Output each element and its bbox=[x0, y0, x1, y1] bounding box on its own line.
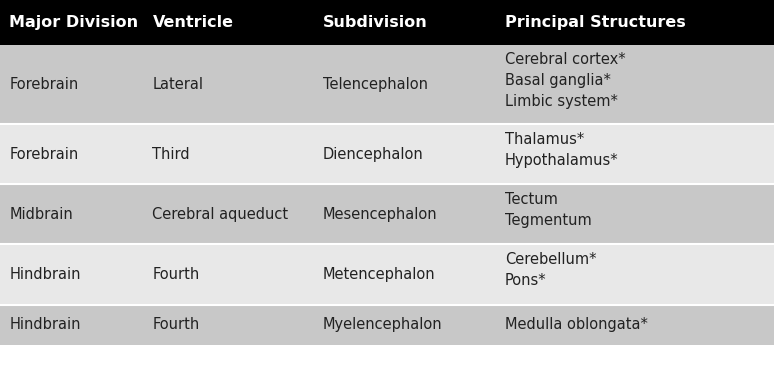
Text: Hypothalamus*: Hypothalamus* bbox=[505, 153, 618, 168]
Text: Cerebral cortex*: Cerebral cortex* bbox=[505, 52, 625, 67]
Bar bbox=[143, 244, 313, 305]
Bar bbox=[313, 124, 495, 184]
Text: Third: Third bbox=[152, 147, 190, 162]
Text: Major Division: Major Division bbox=[9, 15, 139, 30]
Bar bbox=[0, 124, 143, 184]
Text: Mesencephalon: Mesencephalon bbox=[323, 207, 437, 222]
Bar bbox=[143, 124, 313, 184]
Text: Forebrain: Forebrain bbox=[9, 77, 78, 92]
Text: Tegmentum: Tegmentum bbox=[505, 213, 591, 228]
Text: Principal Structures: Principal Structures bbox=[505, 15, 686, 30]
Bar bbox=[313, 244, 495, 305]
Text: Myelencephalon: Myelencephalon bbox=[323, 317, 443, 333]
Bar bbox=[495, 244, 774, 305]
Text: Hindbrain: Hindbrain bbox=[9, 267, 80, 282]
Text: Diencephalon: Diencephalon bbox=[323, 147, 423, 162]
Text: Cerebellum*: Cerebellum* bbox=[505, 252, 596, 267]
Bar bbox=[143, 0, 313, 45]
Text: Hindbrain: Hindbrain bbox=[9, 317, 80, 333]
Bar bbox=[0, 0, 143, 45]
Text: Medulla oblongata*: Medulla oblongata* bbox=[505, 317, 648, 333]
Bar bbox=[495, 0, 774, 45]
Text: Subdivision: Subdivision bbox=[323, 15, 427, 30]
Text: Cerebral aqueduct: Cerebral aqueduct bbox=[152, 207, 289, 222]
Bar bbox=[313, 305, 495, 345]
Bar bbox=[313, 0, 495, 45]
Text: Lateral: Lateral bbox=[152, 77, 204, 92]
Bar bbox=[143, 184, 313, 244]
Bar bbox=[313, 45, 495, 124]
Text: Fourth: Fourth bbox=[152, 317, 200, 333]
Bar bbox=[143, 45, 313, 124]
Bar bbox=[495, 184, 774, 244]
Text: Tectum: Tectum bbox=[505, 192, 557, 207]
Text: Metencephalon: Metencephalon bbox=[323, 267, 436, 282]
Bar bbox=[0, 184, 143, 244]
Text: Limbic system*: Limbic system* bbox=[505, 94, 618, 109]
Text: Ventricle: Ventricle bbox=[152, 15, 234, 30]
Bar bbox=[313, 184, 495, 244]
Bar bbox=[0, 45, 143, 124]
Bar bbox=[0, 244, 143, 305]
Bar bbox=[495, 45, 774, 124]
Bar bbox=[143, 305, 313, 345]
Text: Thalamus*: Thalamus* bbox=[505, 132, 584, 147]
Text: Basal ganglia*: Basal ganglia* bbox=[505, 73, 611, 88]
Bar bbox=[0, 305, 143, 345]
Text: Pons*: Pons* bbox=[505, 274, 546, 288]
Text: Forebrain: Forebrain bbox=[9, 147, 78, 162]
Text: Telencephalon: Telencephalon bbox=[323, 77, 428, 92]
Bar bbox=[495, 305, 774, 345]
Text: Fourth: Fourth bbox=[152, 267, 200, 282]
Bar bbox=[495, 124, 774, 184]
Text: Midbrain: Midbrain bbox=[9, 207, 73, 222]
